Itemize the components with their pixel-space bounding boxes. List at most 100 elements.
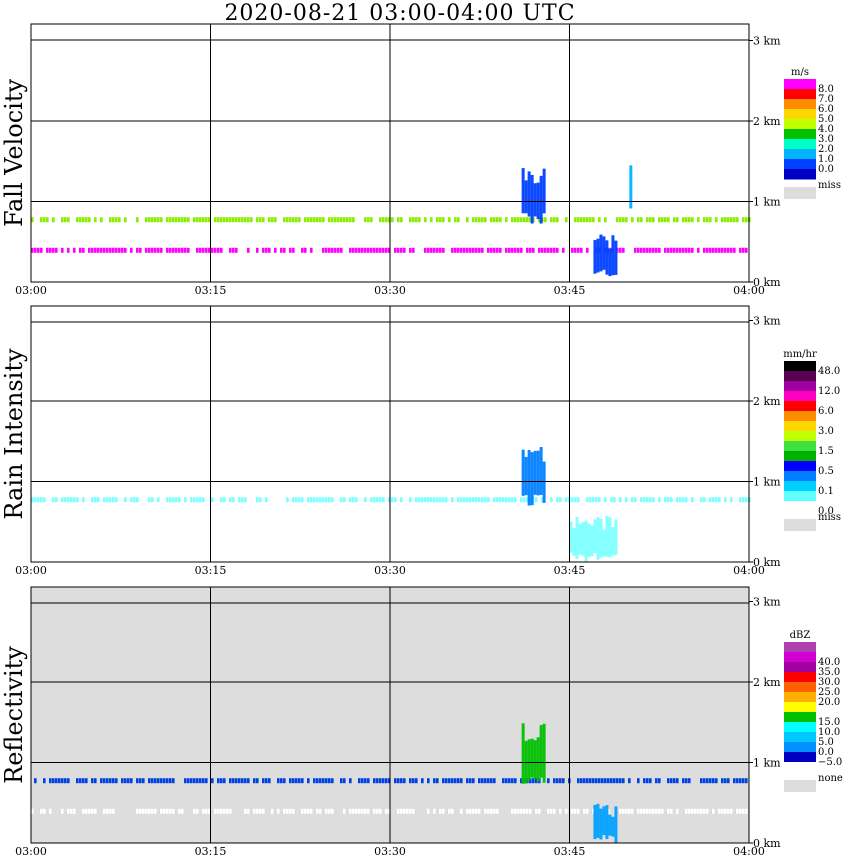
band-cell [460,497,463,503]
legend-missing-label: none [818,773,843,784]
y-tick-label: 1 km [753,196,781,209]
band-cell [622,217,625,223]
legend-swatch [784,712,816,723]
band-cell [595,497,598,503]
band-cell [196,497,199,503]
band-cell [676,497,679,503]
band-cell [232,778,235,784]
legend-label: −5.0 [818,757,842,768]
legend-label: 6.0 [818,406,834,417]
band-cell [550,217,553,223]
panel-1: 03:00 03:15 03:30 03:45 04:000 km 1 km 2 km 3 k… [0,23,841,297]
band-cell [493,778,496,784]
band-cell [430,217,433,223]
echo-cell [602,236,606,270]
band-cell [181,808,184,814]
band-cell [586,247,589,253]
band-cell [217,247,220,253]
band-cell [526,497,529,503]
band-cell [328,497,331,503]
band-cell [139,808,142,814]
band-cell [298,497,301,503]
band-cell [268,778,271,784]
band-cell [469,778,472,784]
band-cell [598,497,601,503]
band-cell [622,247,625,253]
x-tick-label: 03:00 [15,845,47,858]
legend-swatch [784,471,816,482]
band-cell [79,778,82,784]
echo-cell [530,738,534,778]
band-cell [547,808,550,814]
band-cell [466,497,469,503]
band-cell [592,778,595,784]
band-cell [583,778,586,784]
band-cell [124,778,127,784]
band-cell [670,808,673,814]
band-cell [109,778,112,784]
band-cell [520,497,523,503]
band-cell [382,497,385,503]
band-cell [742,247,745,253]
band-cell [442,778,445,784]
band-cell [658,217,661,223]
band-cell [223,778,226,784]
band-cell [358,808,361,814]
band-cell [730,808,733,814]
band-cell [388,778,391,784]
band-cell [481,247,484,253]
band-cell [169,808,172,814]
band-cell [538,247,541,253]
band-cell [307,497,310,503]
band-cell [712,497,715,503]
band-cell [331,247,334,253]
band-cell [469,247,472,253]
legend-swatch [784,682,816,693]
band-cell [649,808,652,814]
band-cell [34,497,37,503]
band-cell [736,217,739,223]
band-cell [526,808,529,814]
band-cell [49,808,52,814]
band-cell [265,778,268,784]
band-cell [166,497,169,503]
band-cell [100,247,103,253]
band-cell [517,217,520,223]
band-cell [628,778,631,784]
band-cell [706,778,709,784]
band-cell [43,497,46,503]
band-cell [310,808,313,814]
band-cell [160,808,163,814]
band-cell [499,217,502,223]
band-cell [577,247,580,253]
band-cell [436,247,439,253]
band-cell [304,247,307,253]
band-cell [190,778,193,784]
band-cell [178,808,181,814]
echo-cell [572,528,576,556]
band-cell [373,808,376,814]
band-cell [649,497,652,503]
band-cell [739,778,742,784]
band-cell [727,808,730,814]
band-cell [40,247,43,253]
band-cell [121,778,124,784]
echo-cell [542,461,546,503]
band-cell [577,808,580,814]
band-cell [472,808,475,814]
band-cell [478,247,481,253]
band-cell [508,778,511,784]
band-cell [286,808,289,814]
echo-cell [611,527,615,556]
chart-title: 2020-08-21 03:00-04:00 UTC [224,1,576,26]
band-cell [316,808,319,814]
band-cell [325,247,328,253]
band-cell [703,247,706,253]
band-cell [715,497,718,503]
band-cell [379,778,382,784]
band-cell [88,217,91,223]
band-cell [559,808,562,814]
band-cell [184,247,187,253]
band-cell [673,778,676,784]
band-cell [511,247,514,253]
